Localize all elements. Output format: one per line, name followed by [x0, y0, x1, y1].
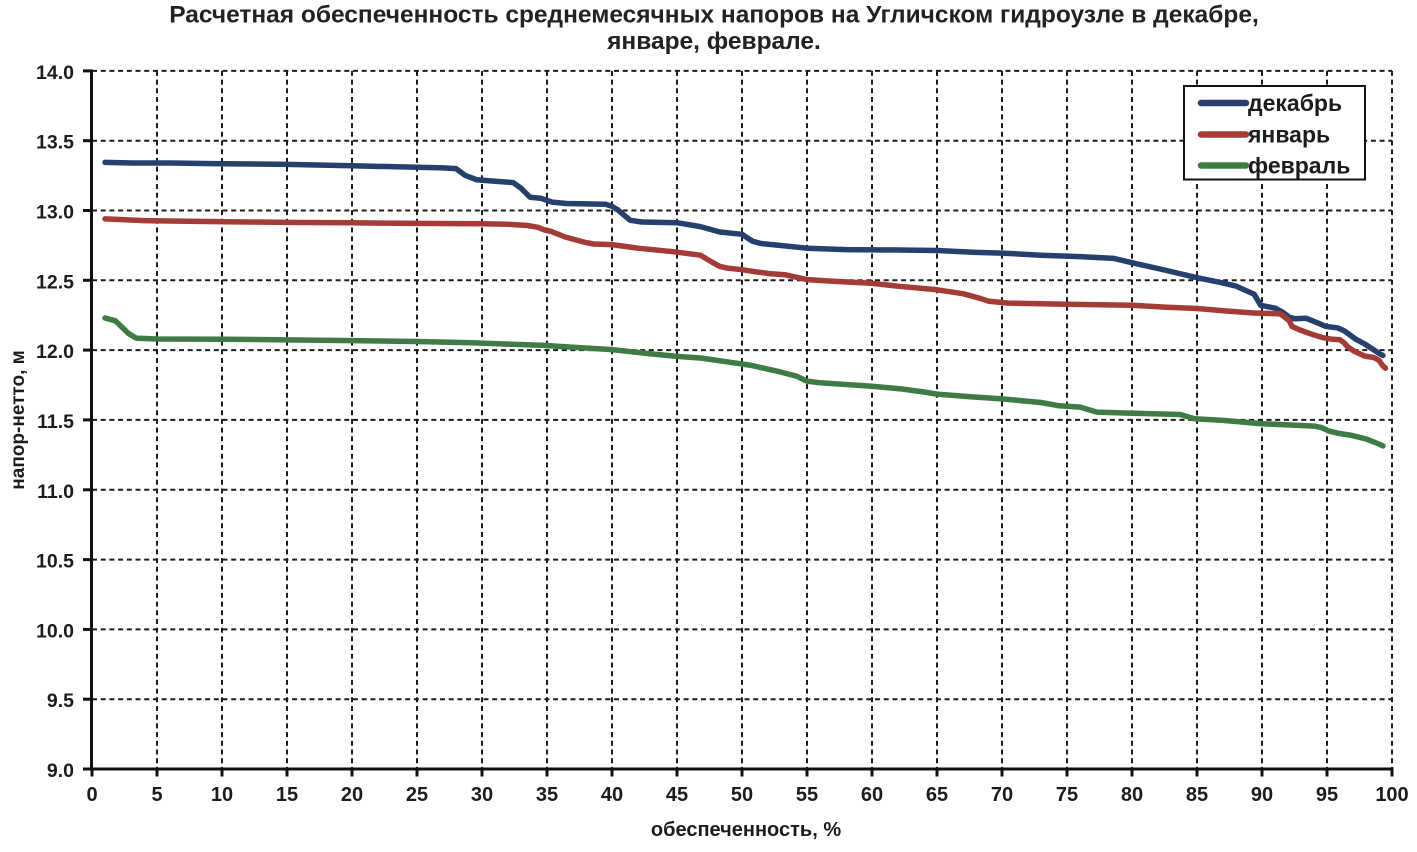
svg-text:35: 35 — [536, 784, 558, 806]
svg-text:45: 45 — [666, 784, 688, 806]
svg-text:14.0: 14.0 — [36, 62, 74, 84]
svg-text:Расчетная обеспеченность средн: Расчетная обеспеченность среднемесячных … — [169, 2, 1259, 29]
svg-text:январь: январь — [1247, 122, 1330, 148]
svg-text:30: 30 — [471, 784, 493, 806]
svg-text:60: 60 — [861, 784, 883, 806]
svg-text:90: 90 — [1251, 784, 1273, 806]
svg-text:15: 15 — [276, 784, 298, 806]
svg-text:обеспеченность, %: обеспеченность, % — [651, 819, 841, 841]
svg-text:12.5: 12.5 — [36, 271, 74, 293]
svg-text:80: 80 — [1121, 784, 1143, 806]
svg-text:11.5: 11.5 — [37, 411, 74, 433]
svg-text:85: 85 — [1186, 784, 1208, 806]
svg-text:5: 5 — [151, 784, 162, 806]
svg-text:95: 95 — [1316, 784, 1338, 806]
svg-text:12.0: 12.0 — [36, 341, 74, 363]
svg-text:65: 65 — [926, 784, 948, 806]
svg-text:напор-нетто, м: напор-нетто, м — [8, 350, 29, 489]
svg-text:25: 25 — [406, 784, 428, 806]
svg-text:февраль: февраль — [1248, 153, 1350, 179]
svg-text:10.0: 10.0 — [36, 620, 74, 642]
svg-text:9.5: 9.5 — [47, 690, 74, 712]
svg-text:100: 100 — [1375, 784, 1408, 806]
svg-text:11.0: 11.0 — [37, 481, 74, 503]
svg-text:10: 10 — [211, 784, 233, 806]
svg-text:55: 55 — [796, 784, 818, 806]
svg-text:10.5: 10.5 — [36, 551, 74, 573]
svg-text:январе, феврале.: январе, феврале. — [606, 28, 821, 55]
svg-text:13.5: 13.5 — [36, 132, 74, 154]
svg-text:декабрь: декабрь — [1248, 90, 1342, 116]
svg-text:70: 70 — [991, 784, 1013, 806]
svg-text:50: 50 — [731, 784, 753, 806]
svg-text:20: 20 — [341, 784, 363, 806]
svg-text:0: 0 — [86, 784, 97, 806]
svg-text:9.0: 9.0 — [47, 760, 74, 782]
svg-text:75: 75 — [1056, 784, 1078, 806]
svg-text:13.0: 13.0 — [36, 202, 74, 224]
svg-text:40: 40 — [601, 784, 623, 806]
